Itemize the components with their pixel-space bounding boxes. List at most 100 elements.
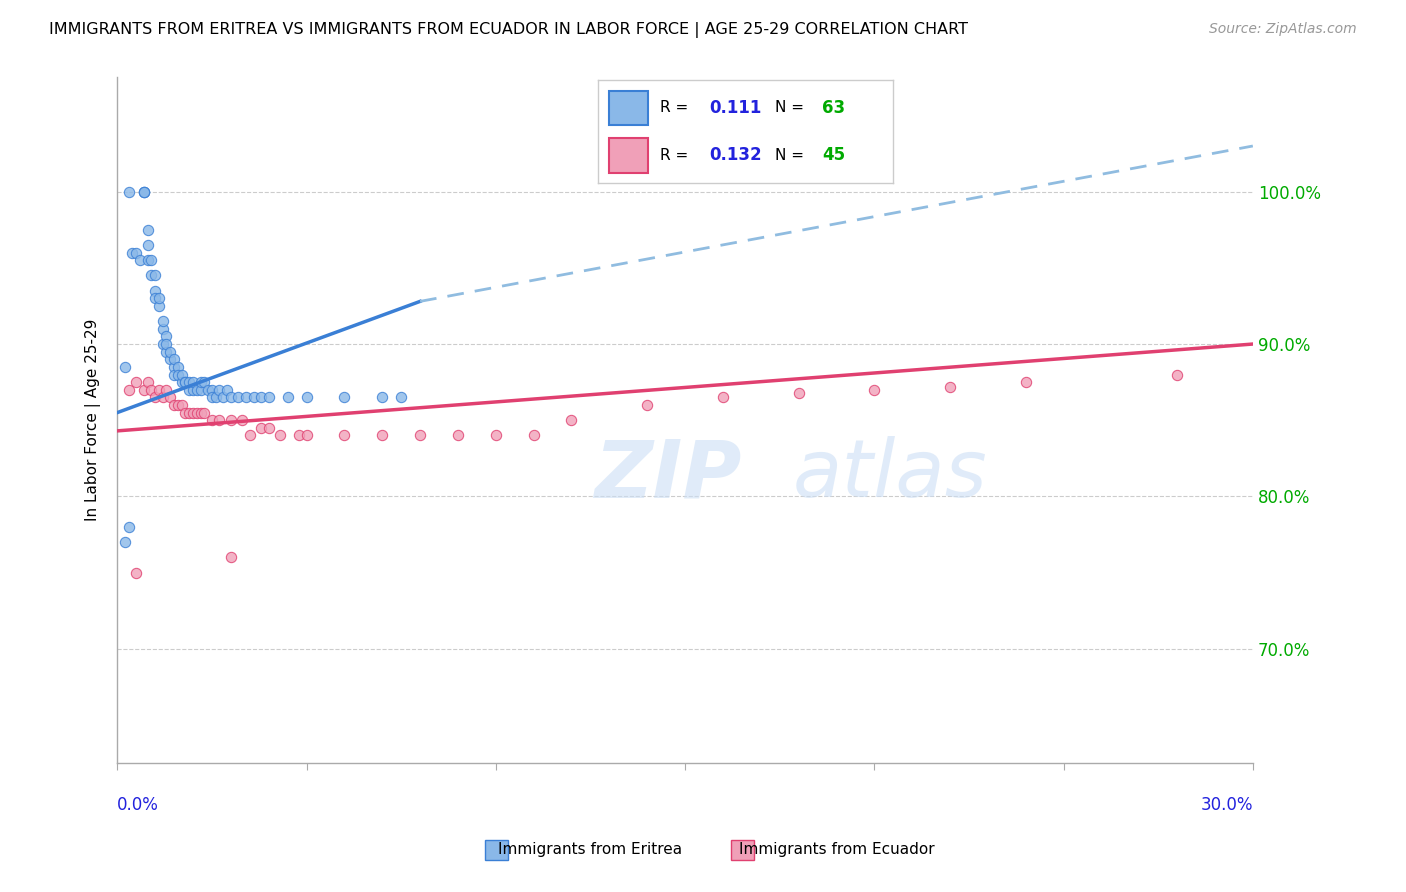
Point [141, 383, 163, 397]
Point [295, 428, 318, 442]
Point [208, 413, 231, 427]
Point [132, 185, 155, 199]
Point [152, 390, 174, 404]
Point [863, 383, 886, 397]
Point [136, 223, 159, 237]
Point [166, 368, 188, 382]
Point [257, 390, 280, 404]
Point [143, 268, 166, 283]
Text: 0.111: 0.111 [710, 99, 762, 117]
Point [197, 383, 219, 397]
Point [193, 375, 215, 389]
Point [136, 375, 159, 389]
Point [114, 359, 136, 374]
Point [235, 390, 257, 404]
Y-axis label: In Labor Force | Age 25-29: In Labor Force | Age 25-29 [86, 319, 101, 522]
Point [333, 428, 356, 442]
Text: 0.0%: 0.0% [117, 797, 159, 814]
Point [152, 322, 174, 336]
Text: 0.132: 0.132 [710, 146, 762, 164]
Point [163, 368, 186, 382]
Point [939, 380, 962, 394]
Point [114, 535, 136, 549]
Point [179, 375, 201, 389]
Text: 45: 45 [823, 146, 845, 164]
Text: 30.0%: 30.0% [1201, 797, 1253, 814]
Point [163, 398, 186, 412]
Point [179, 383, 201, 397]
Point [155, 383, 177, 397]
Point [121, 245, 143, 260]
Point [288, 428, 311, 442]
Point [159, 390, 181, 404]
Point [159, 344, 181, 359]
Text: N =: N = [775, 148, 808, 162]
Text: N =: N = [775, 101, 808, 115]
Point [143, 291, 166, 305]
Point [371, 428, 394, 442]
Point [125, 375, 148, 389]
Point [389, 390, 412, 404]
Point [117, 185, 139, 199]
Text: R =: R = [659, 148, 693, 162]
Point [155, 344, 177, 359]
Point [193, 406, 215, 420]
Point [141, 253, 163, 268]
Point [181, 375, 204, 389]
Point [170, 375, 193, 389]
Point [1166, 368, 1188, 382]
Bar [609, 91, 648, 126]
Point [208, 383, 231, 397]
Point [215, 383, 238, 397]
Point [295, 390, 318, 404]
Point [1015, 375, 1038, 389]
Point [201, 390, 224, 404]
Point [219, 413, 242, 427]
Point [409, 428, 432, 442]
Text: IMMIGRANTS FROM ERITREA VS IMMIGRANTS FROM ECUADOR IN LABOR FORCE | AGE 25-29 CO: IMMIGRANTS FROM ERITREA VS IMMIGRANTS FR… [49, 22, 969, 38]
Point [143, 390, 166, 404]
Point [174, 375, 197, 389]
Point [257, 421, 280, 435]
Point [371, 390, 394, 404]
Point [155, 329, 177, 343]
Point [155, 337, 177, 351]
Point [228, 390, 250, 404]
Point [181, 383, 204, 397]
Point [170, 398, 193, 412]
Point [250, 421, 273, 435]
Point [132, 185, 155, 199]
Point [190, 375, 212, 389]
Point [125, 566, 148, 580]
Point [787, 385, 810, 400]
Point [132, 185, 155, 199]
Point [132, 383, 155, 397]
Point [231, 413, 253, 427]
Text: R =: R = [659, 101, 693, 115]
Point [485, 428, 508, 442]
Point [166, 359, 188, 374]
Bar [609, 137, 648, 173]
Point [269, 428, 291, 442]
Point [190, 406, 212, 420]
Point [159, 352, 181, 367]
Point [117, 520, 139, 534]
Point [186, 406, 208, 420]
Point [174, 375, 197, 389]
Point [141, 268, 163, 283]
Point [523, 428, 546, 442]
Point [125, 245, 148, 260]
Point [204, 390, 226, 404]
Point [163, 359, 186, 374]
Point [148, 299, 170, 313]
Point [636, 398, 658, 412]
Point [242, 390, 264, 404]
Point [152, 337, 174, 351]
Point [166, 398, 188, 412]
Point [711, 390, 734, 404]
Text: ZIP: ZIP [595, 436, 741, 514]
Text: 63: 63 [823, 99, 845, 117]
Point [148, 383, 170, 397]
Point [212, 390, 235, 404]
Point [190, 383, 212, 397]
